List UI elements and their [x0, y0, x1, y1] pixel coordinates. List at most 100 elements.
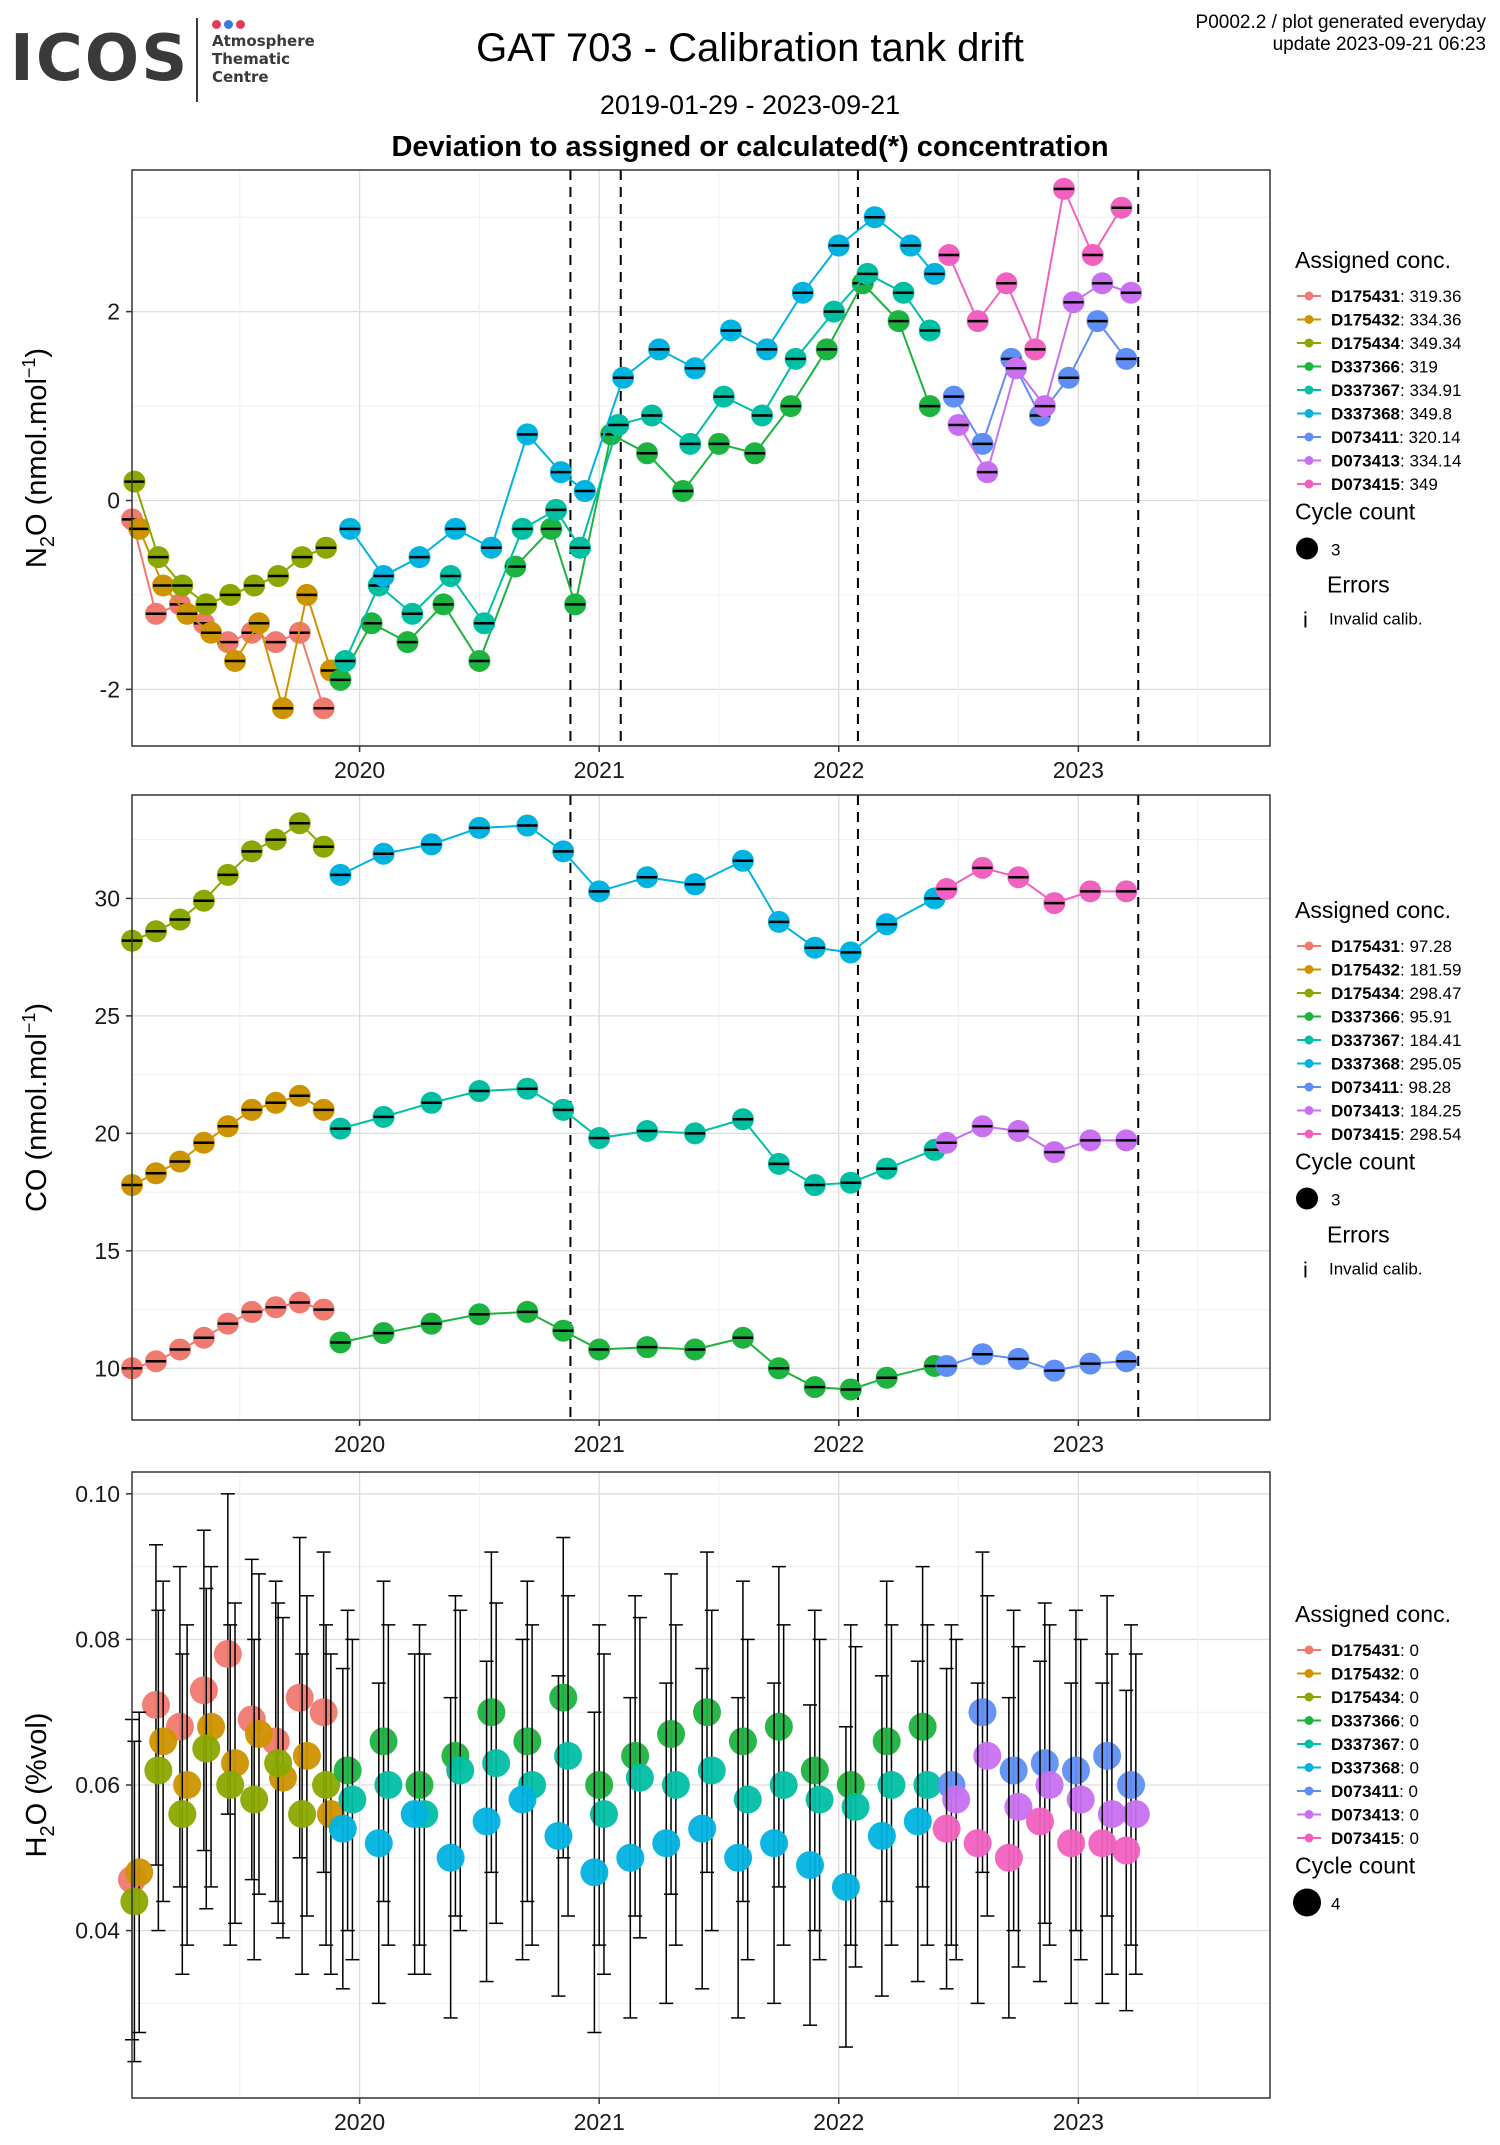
- legend-key-point: [1304, 1106, 1314, 1115]
- x-tick-label: 2022: [813, 757, 864, 783]
- legend-tank-value: : 0: [1400, 1759, 1419, 1778]
- legend-entry: D175432: 0: [1331, 1665, 1419, 1684]
- data-point: [213, 1639, 242, 1668]
- y-tick-label: 0.08: [75, 1626, 120, 1652]
- data-point: [508, 1785, 537, 1814]
- update-timestamp: update 2023-09-21 06:23: [1272, 34, 1486, 55]
- data-point: [760, 1829, 789, 1858]
- data-point: [168, 1800, 197, 1829]
- legend-tank-name: D175431: [1331, 1641, 1400, 1660]
- data-point: [657, 1720, 686, 1749]
- legend-key-point: [1304, 1059, 1314, 1068]
- legend-entry: D175431: 0: [1331, 1641, 1419, 1660]
- legend-key-point: [1304, 1739, 1314, 1749]
- legend-tank-value: : 334.14: [1400, 452, 1461, 471]
- legend-tank-value: : 0: [1399, 1782, 1418, 1801]
- legend-key-point: [1304, 1012, 1314, 1021]
- data-point: [994, 1843, 1023, 1872]
- data-point: [688, 1814, 717, 1843]
- data-point: [149, 1727, 178, 1756]
- legend-entry: D337367: 0: [1331, 1735, 1419, 1754]
- y-axis-label: CO (nmol.mol−1): [19, 1003, 53, 1212]
- data-point: [867, 1821, 896, 1850]
- page-title: GAT 703 - Calibration tank drift: [476, 26, 1024, 70]
- legend-entry: D337368: 0: [1331, 1759, 1419, 1778]
- series-D337368: [329, 814, 946, 964]
- data-point: [908, 1712, 937, 1741]
- legend-tank-value: : 184.25: [1400, 1102, 1461, 1121]
- legend-entry: D073413: 0: [1331, 1806, 1419, 1825]
- legend-entry: D073413: 184.25: [1331, 1102, 1461, 1121]
- x-tick-label: 2021: [574, 2109, 625, 2135]
- data-point: [764, 1712, 793, 1741]
- legend-tank-value: : 295.05: [1400, 1055, 1461, 1074]
- y-tick-label: 0.04: [75, 1918, 120, 1944]
- data-point: [482, 1749, 511, 1778]
- data-point: [963, 1829, 992, 1858]
- legend-tank-name: D175432: [1331, 1665, 1400, 1684]
- legend-key-point: [1304, 456, 1314, 465]
- series-D337367: [338, 1594, 942, 1976]
- legend-title-assigned: Assigned conc.: [1295, 1601, 1451, 1627]
- data-point: [120, 1887, 149, 1916]
- legend-key-point: [1304, 291, 1314, 301]
- panel-co: 10 15 20 25 30 2020 2021 2022 2023 CO (nmol.mol−1…: [19, 794, 1461, 1457]
- legend-entry: D073415: 298.54: [1331, 1125, 1461, 1144]
- legend-tank-value: : 0: [1400, 1829, 1419, 1848]
- logo-separator: [196, 18, 198, 102]
- legend-tank-name: D073415: [1331, 1125, 1400, 1144]
- legend-key-point: [1304, 362, 1314, 371]
- legend-tank-value: : 349.8: [1400, 405, 1452, 424]
- legend-cycle-value: 4: [1331, 1895, 1340, 1914]
- legend-tank-value: : 349.34: [1400, 334, 1461, 353]
- legend-tank-value: : 0: [1400, 1688, 1419, 1707]
- data-point: [221, 1749, 250, 1778]
- date-range: 2019-01-29 - 2023-09-21: [599, 90, 901, 120]
- data-point: [192, 1734, 221, 1763]
- x-tick-label: 2020: [334, 1431, 385, 1457]
- legend-key-point: [1304, 1716, 1314, 1725]
- data-point: [554, 1741, 583, 1770]
- data-point: [216, 1771, 245, 1799]
- logo-dots-icon: [212, 16, 248, 34]
- legend-tank-value: : 0: [1400, 1665, 1419, 1684]
- y-axis-label-part: −1: [19, 358, 39, 379]
- y-axis-label: N2O (nmol.mol−1): [19, 348, 59, 568]
- data-point: [374, 1771, 403, 1799]
- legend-cycle-value: 3: [1331, 541, 1340, 560]
- y-tick-label: 15: [94, 1238, 120, 1264]
- legend-tank-value: : 0: [1400, 1712, 1419, 1731]
- data-point: [309, 1698, 338, 1727]
- legend-invalid-label: Invalid calib.: [1329, 610, 1423, 629]
- data-point: [1004, 1792, 1033, 1821]
- series-D337368: [328, 1638, 932, 2048]
- legend-tank-value: : 0: [1400, 1735, 1419, 1754]
- legend-title-errors: Errors: [1327, 1222, 1390, 1248]
- y-axis-label-part: N: [21, 547, 53, 568]
- legend-invalid-symbol: i: [1303, 1258, 1308, 1283]
- legend-tank-value: : 0: [1400, 1806, 1419, 1825]
- series-D073411: [937, 1551, 1146, 1946]
- y-axis-label-part: 2: [37, 1825, 59, 1836]
- legend-entry: D175431: 97.28: [1331, 937, 1452, 956]
- series-D337366: [329, 272, 941, 691]
- data-point: [796, 1851, 825, 1880]
- plot-border: [131, 794, 1271, 1421]
- legend-tank-name: D337367: [1331, 381, 1400, 400]
- x-tick-label: 2023: [1053, 1431, 1104, 1457]
- legend-tank-name: D175431: [1331, 287, 1400, 306]
- data-point: [1117, 1771, 1146, 1799]
- data-point: [141, 1690, 170, 1719]
- legend-key-point: [1304, 1035, 1314, 1045]
- legend-title-cycle: Cycle count: [1295, 1149, 1416, 1175]
- legend-entry: D073411: 98.28: [1331, 1078, 1451, 1097]
- data-point: [724, 1843, 753, 1872]
- data-point: [400, 1800, 429, 1829]
- plot-border: [131, 169, 1271, 747]
- y-axis-label-part: CO (nmol.mol: [21, 1033, 53, 1212]
- legend-tank-value: : 0: [1400, 1641, 1419, 1660]
- legend-entry: D073413: 334.14: [1331, 452, 1461, 471]
- y-tick-label: 0.10: [75, 1481, 120, 1507]
- data-point: [1061, 1756, 1090, 1785]
- logo-line-1: Atmosphere: [212, 32, 315, 50]
